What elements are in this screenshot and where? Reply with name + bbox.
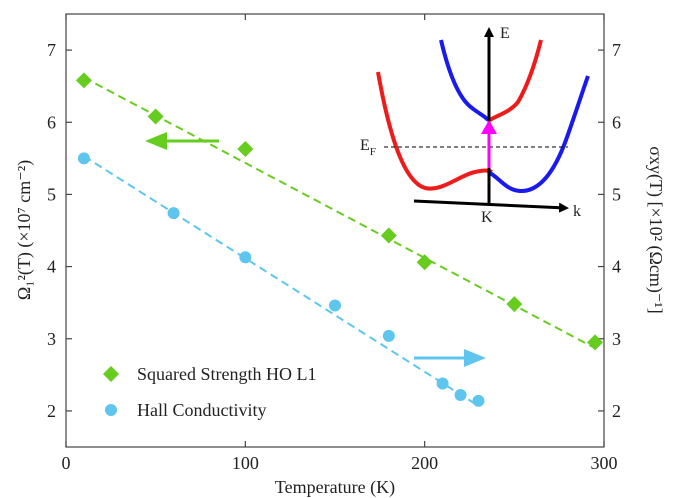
data-point-circle xyxy=(382,329,395,342)
data-point-diamond xyxy=(380,227,397,244)
legend-label-hall-conductivity: Hall Conductivity xyxy=(137,400,267,420)
right-axis-pointer-arrow xyxy=(414,349,486,367)
momentum-axis-arrow xyxy=(413,199,569,213)
y-tick-label-right: 3 xyxy=(612,329,621,349)
data-point-circle xyxy=(436,377,449,390)
fit-lines xyxy=(83,76,596,407)
energy-label: E xyxy=(500,25,510,42)
data-point-circle xyxy=(454,389,467,402)
y-tick-label-left: 7 xyxy=(47,40,56,60)
data-point-circle xyxy=(167,207,180,220)
legend-label-squared-strength: Squared Strength HO L1 xyxy=(137,364,316,384)
data-point-circle xyxy=(472,394,485,407)
data-point-circle xyxy=(239,251,252,264)
x-tick-label: 100 xyxy=(232,453,259,473)
y-tick-label-left: 2 xyxy=(47,401,56,421)
data-point-diamond xyxy=(75,72,92,89)
legend-marker-diamond xyxy=(103,366,119,382)
transition-arrow-head xyxy=(481,120,497,134)
y-tick-label-right: 5 xyxy=(612,184,621,204)
blue-upper-band-curve xyxy=(439,39,490,122)
x-tick-label: 300 xyxy=(591,453,618,473)
data-point-circle xyxy=(329,299,341,312)
y-tick-label-right: 7 xyxy=(612,40,621,60)
data-marks xyxy=(75,72,604,407)
y-axis-label-right: σxy(T) [×10² (Ωcm)⁻¹] xyxy=(645,146,666,313)
axis-ticks: 0 100 200 300 2 3 4 5 6 7 2 3 4 5 6 7 xyxy=(47,14,621,473)
k-point-label: K xyxy=(481,209,493,226)
legend: Squared Strength HO L1 Hall Conductivity xyxy=(103,364,316,420)
y-tick-label-right: 4 xyxy=(612,257,621,277)
red-band-curve xyxy=(376,71,493,191)
data-point-diamond xyxy=(237,140,254,157)
fermi-label-main: E xyxy=(360,137,370,154)
band-structure-inset: E k K EF xyxy=(360,25,590,226)
y-tick-label-right: 6 xyxy=(612,112,621,132)
x-tick-label: 200 xyxy=(411,453,438,473)
data-point-diamond xyxy=(147,108,164,125)
y-tick-label-left: 5 xyxy=(47,184,56,204)
blue-band-curve xyxy=(487,75,590,194)
y-axis-label-left: Ω₁²(T) (×10⁷ cm⁻²) xyxy=(14,160,35,300)
red-upper-band-curve xyxy=(488,39,543,122)
axis-pointers xyxy=(145,132,486,367)
momentum-label: k xyxy=(573,203,581,220)
data-point-circle xyxy=(77,152,90,165)
plot-frame xyxy=(65,13,605,448)
data-point-diamond xyxy=(416,254,433,271)
left-axis-pointer-arrow xyxy=(145,132,219,150)
fermi-level-label: EF xyxy=(360,137,376,158)
data-point-diamond xyxy=(506,296,523,313)
y-tick-label-left: 4 xyxy=(47,257,56,277)
fermi-label-subscript: F xyxy=(370,146,376,158)
y-tick-label-left: 6 xyxy=(47,112,56,132)
x-tick-label: 0 xyxy=(62,453,71,473)
x-axis-label: Temperature (K) xyxy=(275,477,395,498)
legend-marker-circle xyxy=(105,404,117,416)
y-tick-label-left: 3 xyxy=(47,329,56,349)
y-tick-label-right: 2 xyxy=(612,401,621,421)
data-point-diamond xyxy=(587,334,604,351)
